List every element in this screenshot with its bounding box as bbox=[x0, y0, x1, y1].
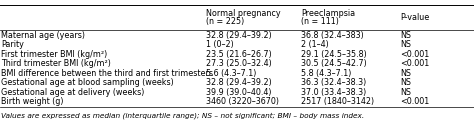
Text: 3460 (3220–3670): 3460 (3220–3670) bbox=[206, 97, 279, 106]
Text: 5.6 (4.3–7.1): 5.6 (4.3–7.1) bbox=[206, 69, 256, 78]
Text: 5.8 (4.3–7.1): 5.8 (4.3–7.1) bbox=[301, 69, 351, 78]
Text: (n = 111): (n = 111) bbox=[301, 17, 339, 26]
Text: NS: NS bbox=[401, 69, 411, 78]
Text: 29.1 (24.5–35.8): 29.1 (24.5–35.8) bbox=[301, 50, 367, 59]
Text: Gestational age at blood sampling (weeks): Gestational age at blood sampling (weeks… bbox=[1, 78, 173, 87]
Text: P-value: P-value bbox=[401, 13, 430, 22]
Text: Values are expressed as median (interquartile range); NS – not significant; BMI : Values are expressed as median (interqua… bbox=[1, 113, 364, 119]
Text: <0.001: <0.001 bbox=[401, 50, 430, 59]
Text: 27.3 (25.0–32.4): 27.3 (25.0–32.4) bbox=[206, 59, 272, 68]
Text: 23.5 (21.6–26.7): 23.5 (21.6–26.7) bbox=[206, 50, 272, 59]
Text: Maternal age (years): Maternal age (years) bbox=[1, 30, 85, 40]
Text: NS: NS bbox=[401, 78, 411, 87]
Text: Third trimester BMI (kg/m²): Third trimester BMI (kg/m²) bbox=[1, 59, 111, 68]
Text: 32.8 (29.4–39.2): 32.8 (29.4–39.2) bbox=[206, 78, 272, 87]
Text: Preeclampsia: Preeclampsia bbox=[301, 9, 355, 18]
Text: Parity: Parity bbox=[1, 40, 24, 49]
Text: Gestational age at delivery (weeks): Gestational age at delivery (weeks) bbox=[1, 88, 144, 97]
Text: 1 (0–2): 1 (0–2) bbox=[206, 40, 234, 49]
Text: NS: NS bbox=[401, 88, 411, 97]
Text: 37.0 (33.4–38.3): 37.0 (33.4–38.3) bbox=[301, 88, 366, 97]
Text: 39.9 (39.0–40.4): 39.9 (39.0–40.4) bbox=[206, 88, 272, 97]
Text: <0.001: <0.001 bbox=[401, 97, 430, 106]
Text: 2517 (1840–3142): 2517 (1840–3142) bbox=[301, 97, 374, 106]
Text: BMI difference between the third and first trimesters: BMI difference between the third and fir… bbox=[1, 69, 213, 78]
Text: NS: NS bbox=[401, 30, 411, 40]
Text: Normal pregnancy: Normal pregnancy bbox=[206, 9, 281, 18]
Text: <0.001: <0.001 bbox=[401, 59, 430, 68]
Text: Birth weight (g): Birth weight (g) bbox=[1, 97, 64, 106]
Text: 30.5 (24.5–42.7): 30.5 (24.5–42.7) bbox=[301, 59, 367, 68]
Text: 36.8 (32.4–383): 36.8 (32.4–383) bbox=[301, 30, 364, 40]
Text: 32.8 (29.4–39.2): 32.8 (29.4–39.2) bbox=[206, 30, 272, 40]
Text: (n = 225): (n = 225) bbox=[206, 17, 245, 26]
Text: NS: NS bbox=[401, 40, 411, 49]
Text: 2 (1–4): 2 (1–4) bbox=[301, 40, 329, 49]
Text: First trimester BMI (kg/m²): First trimester BMI (kg/m²) bbox=[1, 50, 107, 59]
Text: 36.3 (32.4–38.3): 36.3 (32.4–38.3) bbox=[301, 78, 366, 87]
